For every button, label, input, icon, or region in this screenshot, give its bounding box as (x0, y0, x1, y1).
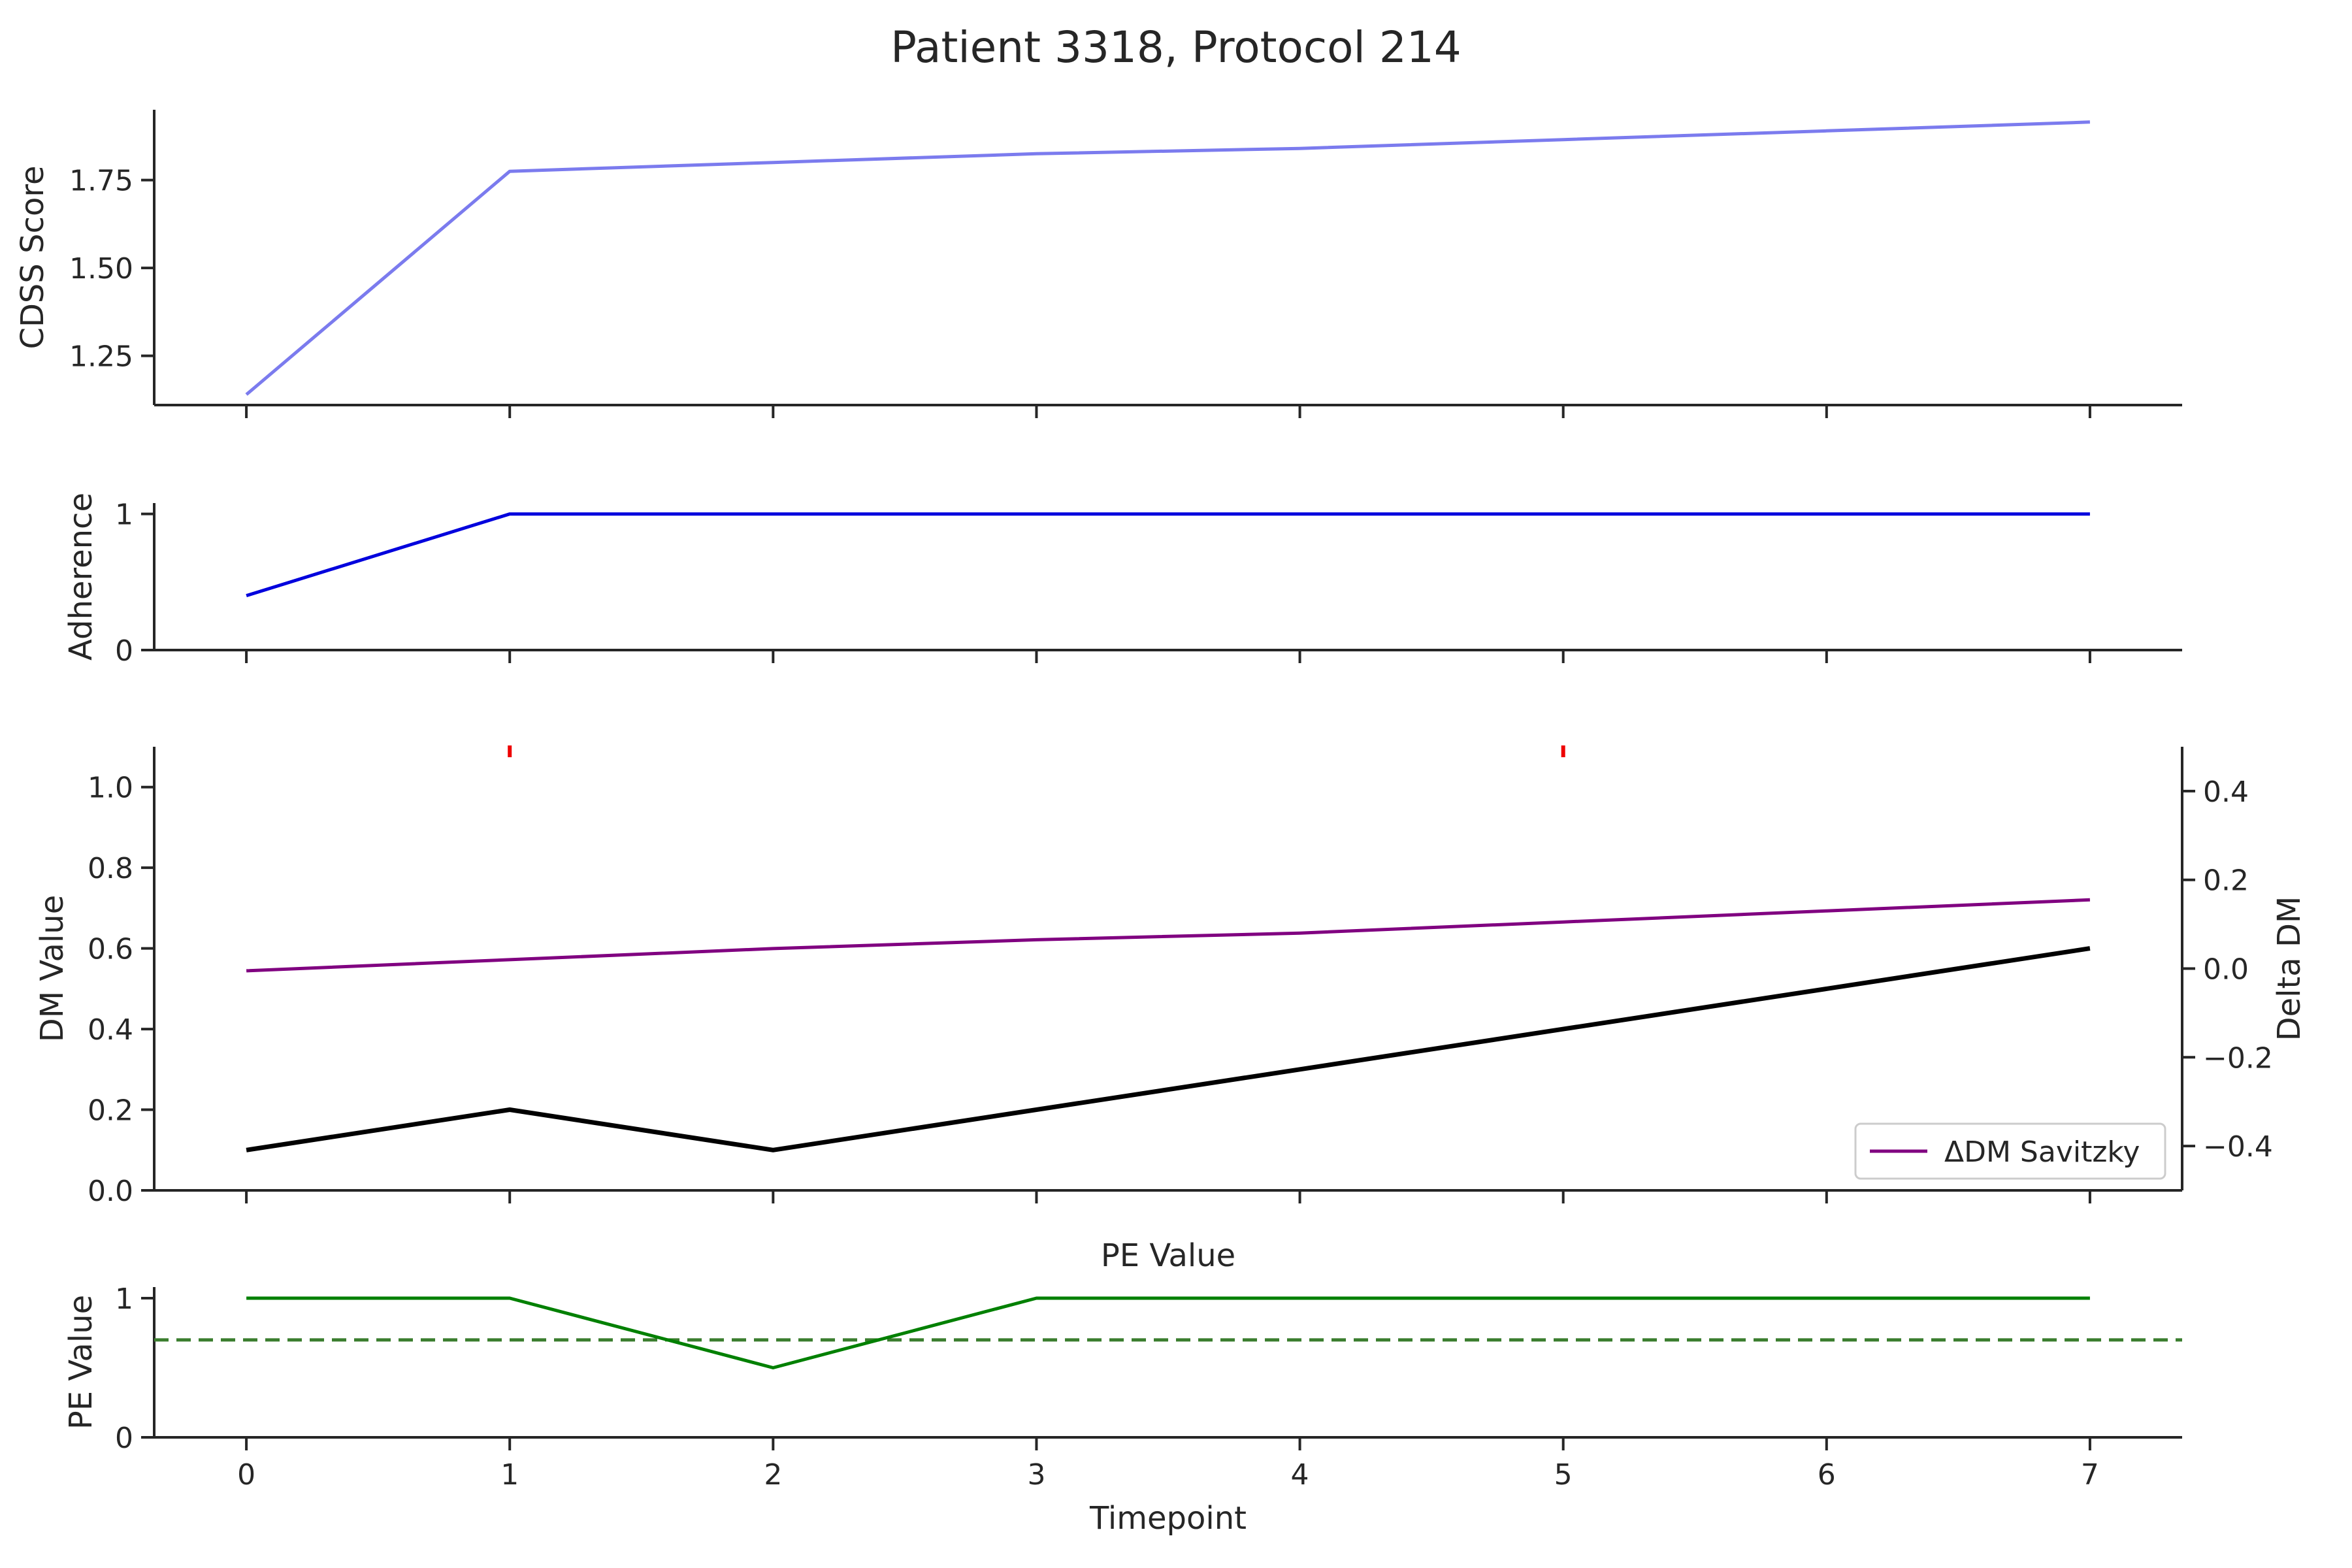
panel-4-x-tick-label: 1 (500, 1458, 519, 1492)
panel-4-y-axis-label: PE Value (63, 1295, 99, 1429)
panel-4-y-tick-label: 1 (115, 1282, 133, 1316)
panel-1-y-tick-label: 1.50 (69, 252, 133, 286)
panel-1-y-tick-label: 1.75 (69, 165, 133, 198)
panel-2-y-axis-label: Adherence (63, 493, 99, 661)
panel-3-y-tick-label: 1.0 (88, 772, 133, 805)
panel-3-y-tick-label: 0.0 (88, 1175, 133, 1208)
panel-3-series-line-2 (246, 898, 2091, 973)
panel-2-y-tick-label: 0 (115, 634, 133, 668)
panel-3-y-tick-label: 0.2 (88, 1094, 133, 1128)
panel-3-y-tick-label: 0.4 (88, 1013, 133, 1047)
panel-3-y-axis-label: DM Value (34, 895, 71, 1042)
panel-3-y-axis-right-label: Delta DM (2271, 896, 2308, 1041)
panel-4-x-tick-label: 4 (1291, 1458, 1309, 1492)
panel-3-y-right-tick-label: 0.2 (2203, 864, 2249, 898)
panel-4-x-tick-label: 2 (764, 1458, 782, 1492)
panel-4-x-tick-label: 0 (237, 1458, 255, 1492)
panel-3-y-right-tick-label: −0.4 (2203, 1130, 2273, 1164)
panel-4-series-line-1 (246, 1296, 2090, 1369)
panel-4-x-tick-label: 7 (2081, 1458, 2099, 1492)
panel-4-x-tick-label: 5 (1554, 1458, 1573, 1492)
panel-3-y-right-tick-label: −0.2 (2203, 1041, 2273, 1075)
panel-3-legend-box (1854, 1122, 2166, 1180)
panel-4-y-tick-label: 0 (115, 1422, 133, 1455)
panel-3-y-tick-label: 0.8 (88, 852, 133, 885)
panel-1-y-axis-label: CDSS Score (14, 165, 51, 349)
panel-3-y-tick-label: 0.6 (88, 933, 133, 966)
panel-2-series-line-1 (246, 512, 2090, 598)
figure-title: Patient 3318, Protocol 214 (890, 22, 1462, 73)
panel-3-series-line-1 (246, 946, 2091, 1152)
panel-4-x-tick-label: 3 (1027, 1458, 1045, 1492)
panel-4-x-tick-label: 6 (1818, 1458, 1836, 1492)
panel-4-x-axis-label: Timepoint (1089, 1500, 1247, 1537)
panel-1-y-tick-label: 1.25 (69, 340, 133, 374)
panel-2-y-tick-label: 1 (115, 498, 133, 532)
panel-3-y-right-tick-label: 0.0 (2203, 953, 2249, 987)
panel-4-title: PE Value (1101, 1237, 1235, 1274)
panel-3-legend-label: ΔDM Savitzky (1944, 1135, 2140, 1169)
panel-1-series-line-1 (245, 120, 2090, 396)
panel-3-y-right-tick-label: 0.4 (2203, 776, 2249, 809)
